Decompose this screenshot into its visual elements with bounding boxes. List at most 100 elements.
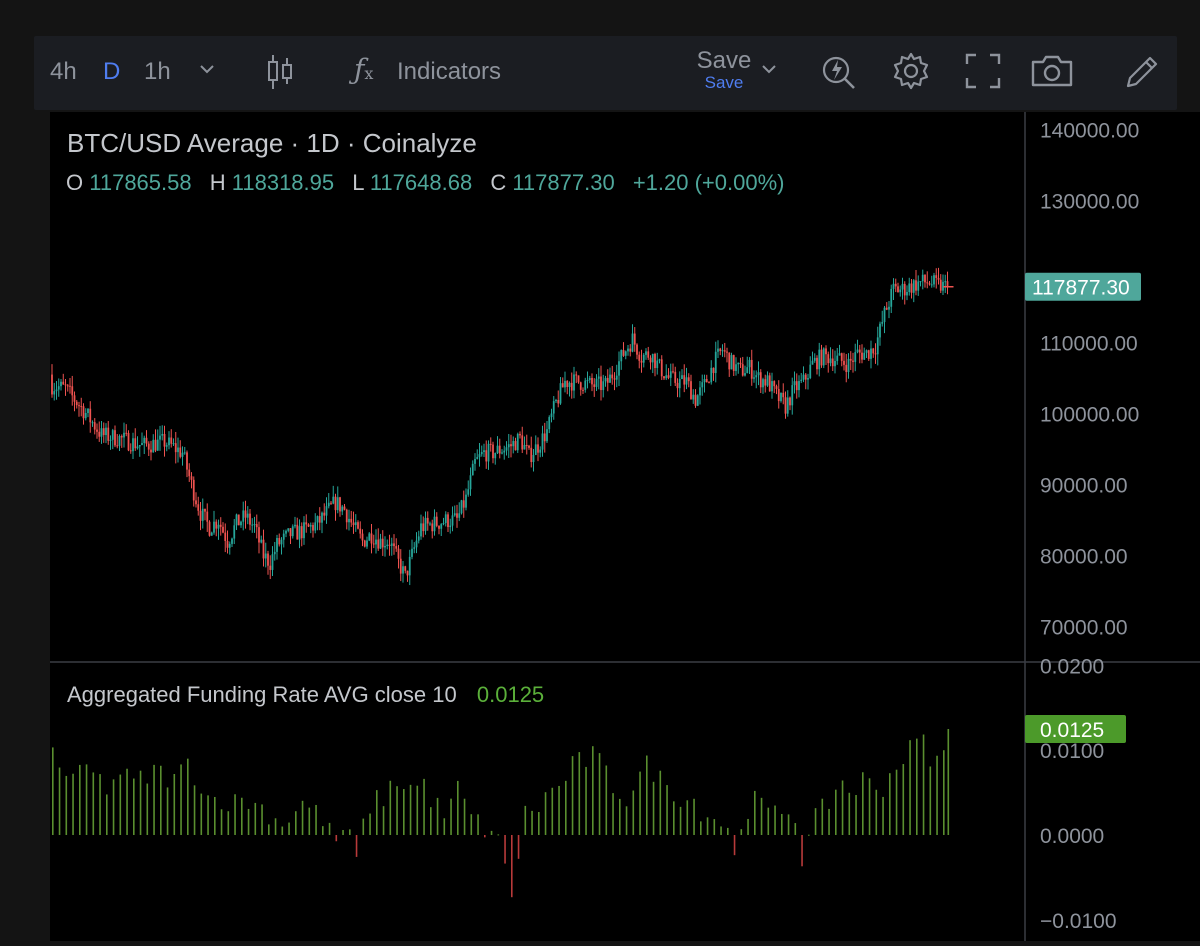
candle-body [303, 522, 305, 539]
candle-body [190, 476, 193, 480]
funding-bar [52, 747, 54, 835]
candle-body [323, 512, 326, 516]
fullscreen-icon[interactable] [964, 52, 1002, 90]
candle-body [762, 379, 764, 388]
funding-bar [747, 818, 749, 835]
interval-1h-button[interactable]: 1h [144, 58, 171, 85]
candle-body [269, 565, 272, 570]
funding-bar [916, 738, 918, 835]
candle-body [309, 525, 312, 527]
candle-body [784, 397, 787, 414]
indicators-button[interactable]: Indicators [397, 58, 502, 85]
gear-icon[interactable] [891, 51, 931, 91]
candle-body [444, 514, 447, 524]
candle-body [273, 551, 276, 555]
funding-bar [889, 773, 891, 835]
candle-body [186, 452, 188, 470]
funding-bar [281, 826, 284, 835]
candle-body [357, 522, 359, 529]
candle-body [305, 522, 308, 525]
funding-bar [909, 740, 911, 835]
candle-body [888, 306, 890, 310]
candle-body [827, 354, 830, 364]
funding-bar [517, 834, 520, 859]
candle-body [150, 449, 152, 453]
funding-bar [477, 814, 479, 835]
candle-body [651, 353, 654, 363]
candle-body [388, 544, 391, 546]
funding-bar [693, 798, 695, 835]
candle-body [141, 443, 143, 446]
funding-bar [605, 765, 608, 835]
funding-bar [322, 826, 324, 835]
candle-body [246, 513, 249, 518]
candle-body [71, 386, 74, 396]
candle-body [456, 513, 458, 518]
funding-bar [490, 830, 493, 835]
save-title: Save [696, 47, 752, 74]
candle-body [874, 353, 877, 355]
funding-bar [457, 780, 459, 835]
camera-icon[interactable] [1030, 52, 1074, 90]
funding-legend: Aggregated Funding Rate AVG close 10 0.0… [67, 682, 544, 707]
candle-body [910, 283, 913, 293]
interval-4h-button[interactable]: 4h [50, 58, 77, 85]
pencil-icon[interactable] [1122, 52, 1162, 92]
candle-body [818, 349, 821, 370]
candle-body [136, 446, 139, 449]
candle-body [674, 371, 677, 383]
candles-icon[interactable] [264, 52, 296, 92]
candle-body [728, 352, 731, 370]
candle-body [75, 401, 78, 406]
funding-bar [173, 774, 176, 835]
funding-bar [261, 804, 263, 835]
candle-body [152, 439, 155, 453]
interval-d-button[interactable]: D [103, 58, 121, 85]
candle-body [917, 281, 920, 291]
candle-body [138, 445, 141, 447]
fx-icon[interactable]: ƒx [354, 53, 374, 86]
chart-area[interactable]: 140000.00 130000.00 110000.00 100000.00 9000… [50, 112, 1200, 941]
funding-bar [787, 814, 790, 835]
save-chevron-down-icon[interactable] [760, 62, 778, 76]
candle-body [192, 479, 195, 501]
candle-body [339, 497, 341, 512]
candle-body [271, 554, 274, 570]
candle-body [816, 357, 818, 370]
candle-body [381, 538, 384, 548]
funding-bar [855, 795, 857, 835]
funding-bar [511, 834, 513, 898]
candle-body [341, 506, 344, 512]
price-tick-label: 80000.00 [1040, 546, 1128, 569]
save-button[interactable]: Save Save [684, 48, 764, 92]
candle-body [849, 358, 852, 361]
candle-body [415, 540, 418, 548]
candle-body [809, 364, 812, 379]
funding-bar [247, 808, 250, 835]
flash-search-icon[interactable] [820, 52, 860, 92]
candle-body [334, 496, 337, 511]
candle-body [802, 374, 805, 380]
funding-bar [801, 834, 803, 867]
candle-body [825, 348, 827, 355]
candle-body [82, 406, 85, 419]
candle-body [177, 447, 179, 453]
chart-svg[interactable]: 140000.00 130000.00 110000.00 100000.00 9000… [50, 112, 1200, 941]
candle-body [453, 513, 456, 516]
candle-body [942, 281, 944, 291]
candle-body [881, 322, 884, 324]
candle-body [127, 433, 130, 451]
funding-bar [193, 785, 196, 835]
candle-body [622, 350, 625, 356]
funding-bar [409, 784, 412, 835]
candle-body [649, 357, 652, 363]
candle-body [280, 539, 283, 545]
candle-body [485, 450, 488, 462]
funding-bar [943, 750, 945, 835]
candles-layer [51, 267, 954, 586]
chevron-down-icon[interactable] [198, 62, 216, 76]
funding-bar [565, 780, 567, 835]
candle-body [856, 349, 859, 353]
funding-bar [598, 753, 601, 835]
candle-body [919, 281, 922, 283]
